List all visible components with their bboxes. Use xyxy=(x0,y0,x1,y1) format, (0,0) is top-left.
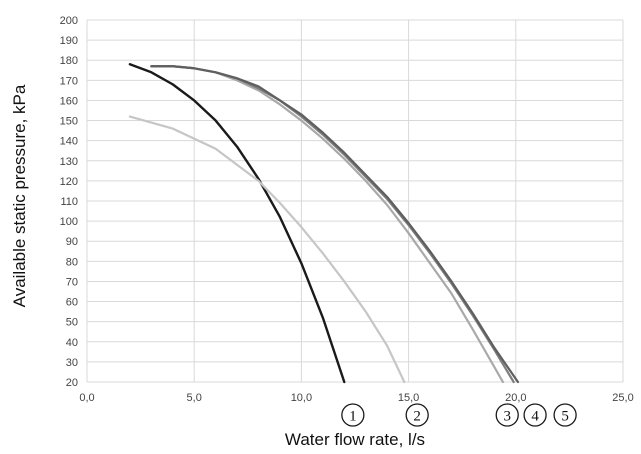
y-tick-label: 80 xyxy=(66,256,78,268)
y-tick-label: 170 xyxy=(60,75,78,87)
x-axis-title: Water flow rate, l/s xyxy=(285,430,425,449)
curve-marker-1 xyxy=(341,403,365,427)
series-line-3 xyxy=(150,65,505,384)
y-tick-label: 60 xyxy=(66,297,78,309)
curve-marker-label: 1 xyxy=(349,409,357,425)
x-tick-label: 25,0 xyxy=(612,392,633,404)
curve-marker-4 xyxy=(523,403,547,427)
x-tick-label: 15,0 xyxy=(398,392,419,404)
y-tick-label: 40 xyxy=(66,337,78,349)
y-tick-label: 200 xyxy=(60,15,78,27)
x-tick-label: 10,0 xyxy=(291,392,312,404)
y-tick-label: 150 xyxy=(60,116,78,128)
series-line-4 xyxy=(150,65,515,384)
x-tick-label: 0,0 xyxy=(79,392,94,404)
y-tick-label: 160 xyxy=(60,95,78,107)
y-tick-label: 190 xyxy=(60,35,78,47)
x-tick-label: 5,0 xyxy=(187,392,202,404)
y-tick-label: 20 xyxy=(66,377,78,389)
y-tick-label: 30 xyxy=(66,357,78,369)
curve-marker-3 xyxy=(495,403,519,427)
curve-marker-label: 5 xyxy=(561,409,569,425)
series-line-2 xyxy=(128,115,406,384)
y-tick-label: 100 xyxy=(60,216,78,228)
y-tick-label: 140 xyxy=(60,136,78,148)
curve-marker-5 xyxy=(553,403,577,427)
x-tick-label: 20,0 xyxy=(505,392,526,404)
curve-marker-label: 4 xyxy=(531,409,539,425)
y-tick-label: 70 xyxy=(66,276,78,288)
series-line-1 xyxy=(128,63,346,384)
y-tick-label: 110 xyxy=(60,196,78,208)
curve-marker-label: 3 xyxy=(503,409,511,425)
y-tick-label: 120 xyxy=(60,176,78,188)
y-axis-title: Available static pressure, kPa xyxy=(10,84,29,307)
y-tick-label: 180 xyxy=(60,55,78,67)
series-line-5 xyxy=(150,65,520,384)
curve-marker-2 xyxy=(405,403,429,427)
y-tick-label: 130 xyxy=(60,156,78,168)
curve-marker-label: 2 xyxy=(413,409,421,425)
y-tick-label: 90 xyxy=(66,236,78,248)
y-tick-label: 50 xyxy=(66,317,78,329)
